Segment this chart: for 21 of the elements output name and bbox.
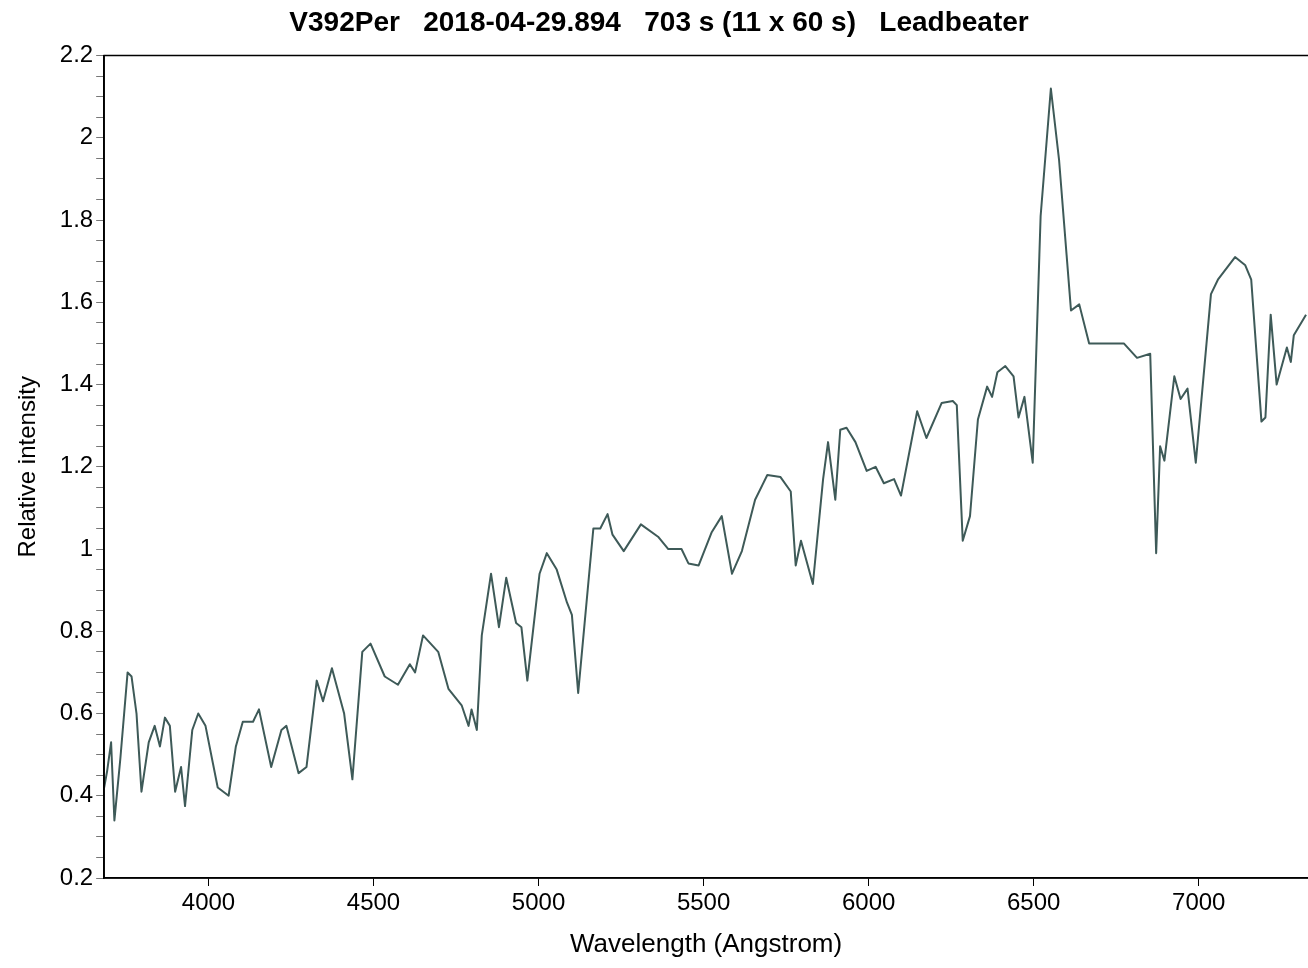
y-tick-label: 0.4 — [59, 780, 94, 808]
y-tick-label: 2.2 — [59, 40, 94, 68]
y-tick-label: 0.8 — [59, 615, 94, 643]
x-tick-label: 5500 — [676, 888, 731, 916]
y-tick-label: 0.2 — [59, 862, 94, 890]
y-tick-label: 1.8 — [59, 204, 94, 232]
x-tick-label: 5000 — [511, 888, 566, 916]
x-tick-label: 7000 — [1172, 888, 1226, 916]
x-axis-title: Wavelength (Angstrom) — [570, 927, 843, 958]
y-axis-title: Relative intensity — [13, 376, 41, 558]
x-tick-label: 4500 — [346, 888, 401, 916]
y-tick-label: 0.6 — [59, 698, 94, 726]
x-tick-label: 6000 — [841, 888, 896, 916]
y-tick-label: 1.2 — [59, 451, 94, 479]
y-tick-label: 1.4 — [59, 369, 94, 397]
x-tick-label: 4000 — [181, 888, 236, 916]
y-tick-label: 1.6 — [59, 286, 94, 314]
chart-title: V392Per 2018-04-29.894 703 s (11 x 60 s) Leadbeater — [289, 5, 1029, 37]
y-tick-label: 2 — [79, 122, 94, 150]
x-tick-label: 6500 — [1007, 888, 1061, 916]
y-tick-label: 1 — [79, 533, 94, 561]
